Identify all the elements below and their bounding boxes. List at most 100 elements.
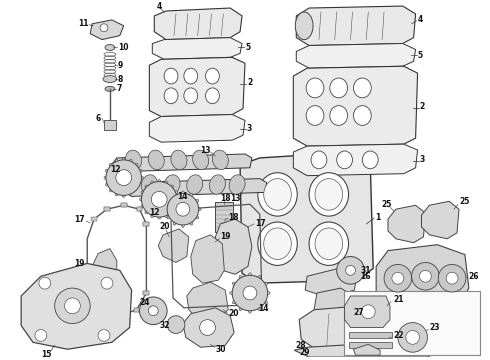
Text: 17: 17 xyxy=(255,219,266,228)
Ellipse shape xyxy=(337,151,352,169)
Text: 3: 3 xyxy=(419,156,425,165)
Ellipse shape xyxy=(140,176,144,179)
Ellipse shape xyxy=(194,199,199,203)
Ellipse shape xyxy=(145,210,148,213)
Polygon shape xyxy=(124,179,267,196)
Text: 14: 14 xyxy=(177,192,188,201)
Ellipse shape xyxy=(164,68,178,84)
Ellipse shape xyxy=(173,191,177,194)
Polygon shape xyxy=(149,114,245,142)
Polygon shape xyxy=(294,66,417,146)
Ellipse shape xyxy=(167,215,171,219)
Circle shape xyxy=(167,193,198,225)
Ellipse shape xyxy=(295,12,313,40)
Ellipse shape xyxy=(194,215,199,219)
Text: 32: 32 xyxy=(159,321,170,330)
Text: 30: 30 xyxy=(216,345,226,354)
Ellipse shape xyxy=(109,163,113,167)
Ellipse shape xyxy=(129,159,132,163)
Ellipse shape xyxy=(306,78,324,98)
Circle shape xyxy=(55,288,90,324)
Ellipse shape xyxy=(264,179,292,210)
Text: 9: 9 xyxy=(118,61,123,70)
Bar xyxy=(144,291,149,295)
Text: 27: 27 xyxy=(353,308,364,317)
Circle shape xyxy=(176,202,190,216)
Bar xyxy=(134,308,140,312)
Text: 17: 17 xyxy=(74,215,85,224)
Ellipse shape xyxy=(105,45,115,50)
Text: 16: 16 xyxy=(360,272,371,281)
Ellipse shape xyxy=(105,183,109,186)
Polygon shape xyxy=(296,6,416,45)
Ellipse shape xyxy=(212,150,228,170)
Bar xyxy=(144,222,149,226)
Circle shape xyxy=(243,286,257,300)
Circle shape xyxy=(100,24,108,32)
Ellipse shape xyxy=(105,86,115,91)
Polygon shape xyxy=(216,219,252,274)
Ellipse shape xyxy=(173,193,177,198)
Text: 4: 4 xyxy=(417,15,423,24)
Text: 22: 22 xyxy=(393,331,403,340)
Ellipse shape xyxy=(330,105,347,125)
Bar xyxy=(117,314,122,318)
Ellipse shape xyxy=(248,273,251,278)
Text: 2: 2 xyxy=(419,102,425,111)
Ellipse shape xyxy=(362,151,378,169)
Polygon shape xyxy=(92,249,117,310)
Ellipse shape xyxy=(264,228,292,260)
Text: 13: 13 xyxy=(200,145,211,154)
Bar xyxy=(99,310,105,314)
Text: 5: 5 xyxy=(417,51,423,60)
Ellipse shape xyxy=(129,192,132,196)
Ellipse shape xyxy=(173,221,177,225)
Ellipse shape xyxy=(330,78,347,98)
Text: 6: 6 xyxy=(95,114,100,123)
Ellipse shape xyxy=(206,68,220,84)
Ellipse shape xyxy=(257,306,261,311)
Bar xyxy=(84,265,90,268)
Bar xyxy=(104,121,116,130)
Ellipse shape xyxy=(151,214,154,218)
Ellipse shape xyxy=(189,193,193,198)
Circle shape xyxy=(392,272,404,284)
Ellipse shape xyxy=(315,228,343,260)
Text: 18: 18 xyxy=(220,194,231,203)
Polygon shape xyxy=(421,201,459,239)
Text: 2: 2 xyxy=(247,78,252,87)
Ellipse shape xyxy=(141,175,157,194)
Bar xyxy=(137,207,143,211)
Ellipse shape xyxy=(165,208,170,211)
Ellipse shape xyxy=(193,150,209,170)
Bar xyxy=(137,207,143,211)
Ellipse shape xyxy=(173,204,177,208)
Circle shape xyxy=(384,265,412,292)
Bar xyxy=(87,296,93,300)
Text: 26: 26 xyxy=(469,272,479,281)
Ellipse shape xyxy=(148,150,164,170)
Ellipse shape xyxy=(263,300,268,304)
Ellipse shape xyxy=(196,208,201,211)
Circle shape xyxy=(419,270,431,282)
Circle shape xyxy=(151,192,167,207)
Text: 18: 18 xyxy=(228,213,239,222)
Text: 19: 19 xyxy=(74,259,85,268)
Bar xyxy=(99,310,105,314)
Ellipse shape xyxy=(104,176,108,179)
Circle shape xyxy=(140,297,167,325)
Polygon shape xyxy=(305,268,356,298)
Text: 4: 4 xyxy=(156,1,162,10)
Circle shape xyxy=(345,265,355,275)
Text: 28: 28 xyxy=(295,341,306,350)
Ellipse shape xyxy=(229,175,245,194)
Polygon shape xyxy=(154,8,242,40)
Text: 8: 8 xyxy=(118,75,123,84)
Ellipse shape xyxy=(189,221,193,225)
Ellipse shape xyxy=(311,151,327,169)
Ellipse shape xyxy=(232,300,237,304)
Ellipse shape xyxy=(353,78,371,98)
Ellipse shape xyxy=(265,292,270,294)
Bar xyxy=(121,203,127,207)
Ellipse shape xyxy=(248,308,251,313)
